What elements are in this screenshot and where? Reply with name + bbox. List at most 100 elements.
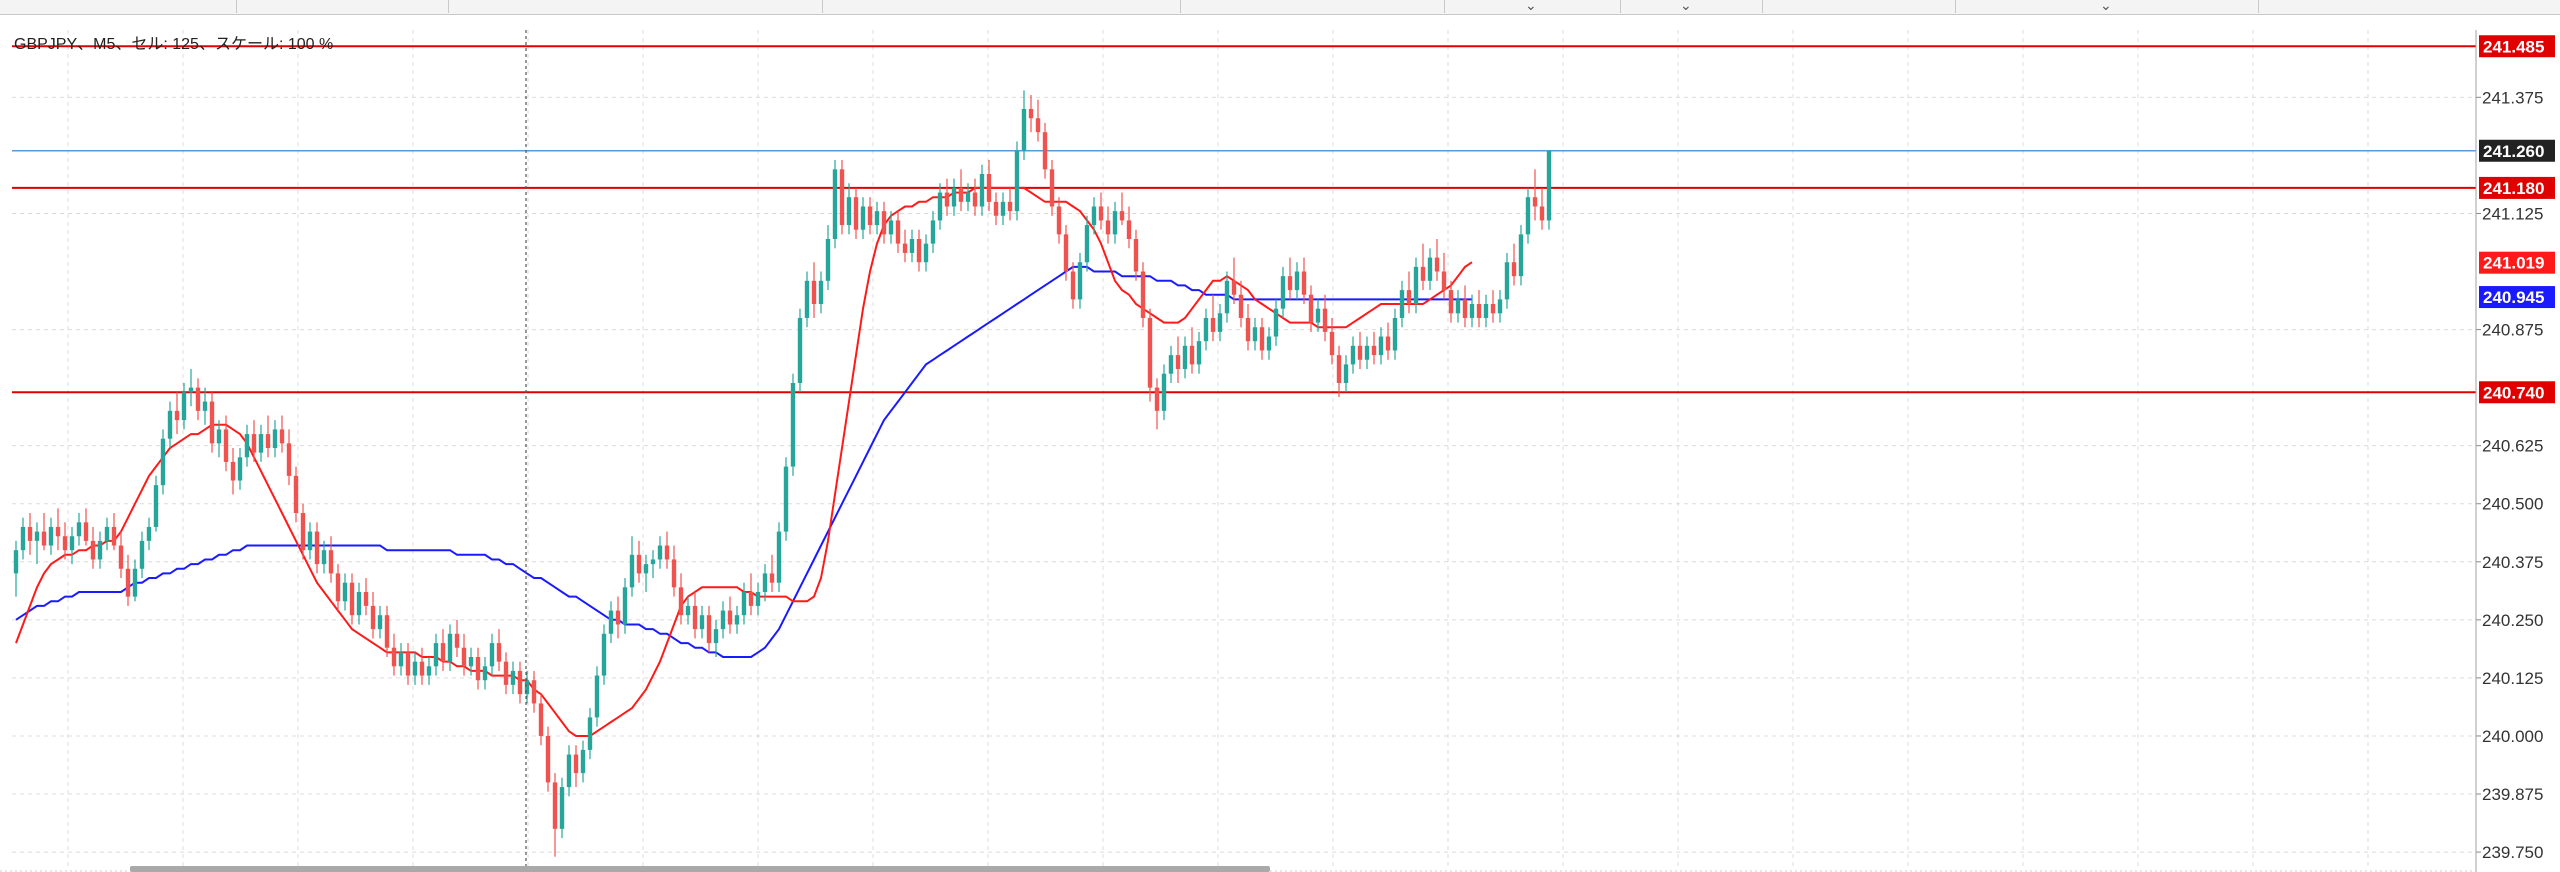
candle-body [1308, 294, 1314, 323]
candle [1028, 95, 1034, 133]
candle-body [769, 573, 775, 583]
candle-body [1518, 234, 1524, 277]
candle [321, 540, 327, 574]
candle-body [1504, 262, 1510, 300]
candle-body [1175, 355, 1181, 370]
candle [1336, 345, 1342, 397]
candle [83, 508, 89, 546]
chart-scrollbar[interactable] [130, 866, 1270, 872]
current-price-tag: 241.260 [2483, 142, 2544, 161]
candle-body [356, 591, 362, 616]
candle-body [741, 591, 747, 616]
chevron-down-icon[interactable]: ⌄ [1680, 0, 1692, 13]
candle-body [1511, 262, 1517, 277]
candle [363, 578, 369, 616]
candle [1546, 150, 1552, 230]
candle-body [678, 587, 684, 616]
candle [1343, 355, 1349, 393]
candle-body [524, 680, 530, 695]
candle [447, 624, 453, 671]
candle-body [321, 550, 327, 565]
candle [202, 387, 208, 425]
candle-body [846, 197, 852, 226]
chevron-down-icon[interactable]: ⌄ [2100, 0, 2112, 13]
candle [1322, 294, 1328, 342]
candle [993, 192, 999, 226]
candle-body [419, 661, 425, 676]
candle [657, 536, 663, 569]
candle-body [1245, 317, 1251, 342]
candle-body [1539, 206, 1545, 221]
candle [965, 183, 971, 212]
candle-body [755, 591, 761, 606]
candle [20, 517, 26, 560]
candle [1077, 252, 1083, 309]
candle [1427, 248, 1433, 291]
candle [167, 401, 173, 448]
candle-body [279, 429, 285, 444]
candle [692, 591, 698, 639]
candle-body [944, 192, 950, 207]
candle [923, 234, 929, 272]
candle [1525, 187, 1531, 244]
candle-body [552, 782, 558, 829]
candle [853, 187, 859, 239]
candle [1217, 304, 1223, 342]
candle [1294, 262, 1300, 300]
candle [713, 619, 719, 657]
candle-body [1035, 118, 1041, 133]
candle-body [216, 429, 222, 444]
candle [615, 596, 621, 639]
candle-body [1483, 304, 1489, 318]
candle [531, 670, 537, 713]
candle-body [531, 680, 537, 704]
candle-body [1021, 108, 1027, 151]
candle-body [489, 643, 495, 667]
candle [1126, 206, 1132, 249]
candle [1301, 257, 1307, 305]
candle [405, 643, 411, 685]
candle-body [433, 643, 439, 667]
candle-body [804, 280, 810, 318]
candle-body [1231, 280, 1237, 295]
candle-body [181, 392, 187, 421]
candle-body [1434, 257, 1440, 272]
candle [1329, 317, 1335, 365]
candle [272, 420, 278, 458]
candle-body [468, 657, 474, 667]
candle [370, 591, 376, 639]
candle [559, 777, 565, 839]
candle [132, 559, 138, 602]
candle [951, 178, 957, 216]
candle [622, 578, 628, 634]
candle [769, 554, 775, 592]
candle [216, 420, 222, 458]
candle-body [706, 615, 712, 644]
candle [797, 308, 803, 393]
candle [909, 229, 915, 263]
candle-body [979, 173, 985, 207]
candle-body [832, 169, 838, 239]
candle [916, 229, 922, 272]
candle [1504, 252, 1510, 309]
candle-body [335, 573, 341, 602]
toolbar-separator [236, 0, 237, 13]
candle-body [1133, 239, 1139, 272]
candle [594, 666, 600, 727]
chevron-down-icon[interactable]: ⌄ [1525, 0, 1537, 13]
candle-body [510, 670, 516, 685]
candle [944, 178, 950, 216]
candle [643, 554, 649, 592]
candle [69, 526, 75, 565]
price-axis: 241.375 241.125 240.875 240.625 240.500 240.3… [0, 30, 2543, 872]
candle [1315, 299, 1321, 332]
candle [139, 531, 145, 579]
candle [265, 415, 271, 458]
candle [153, 475, 159, 532]
candle [867, 197, 873, 235]
candle-body [895, 220, 901, 244]
candle-body [1126, 220, 1132, 239]
candle-body [867, 206, 873, 226]
toolbar-separator [448, 0, 449, 13]
